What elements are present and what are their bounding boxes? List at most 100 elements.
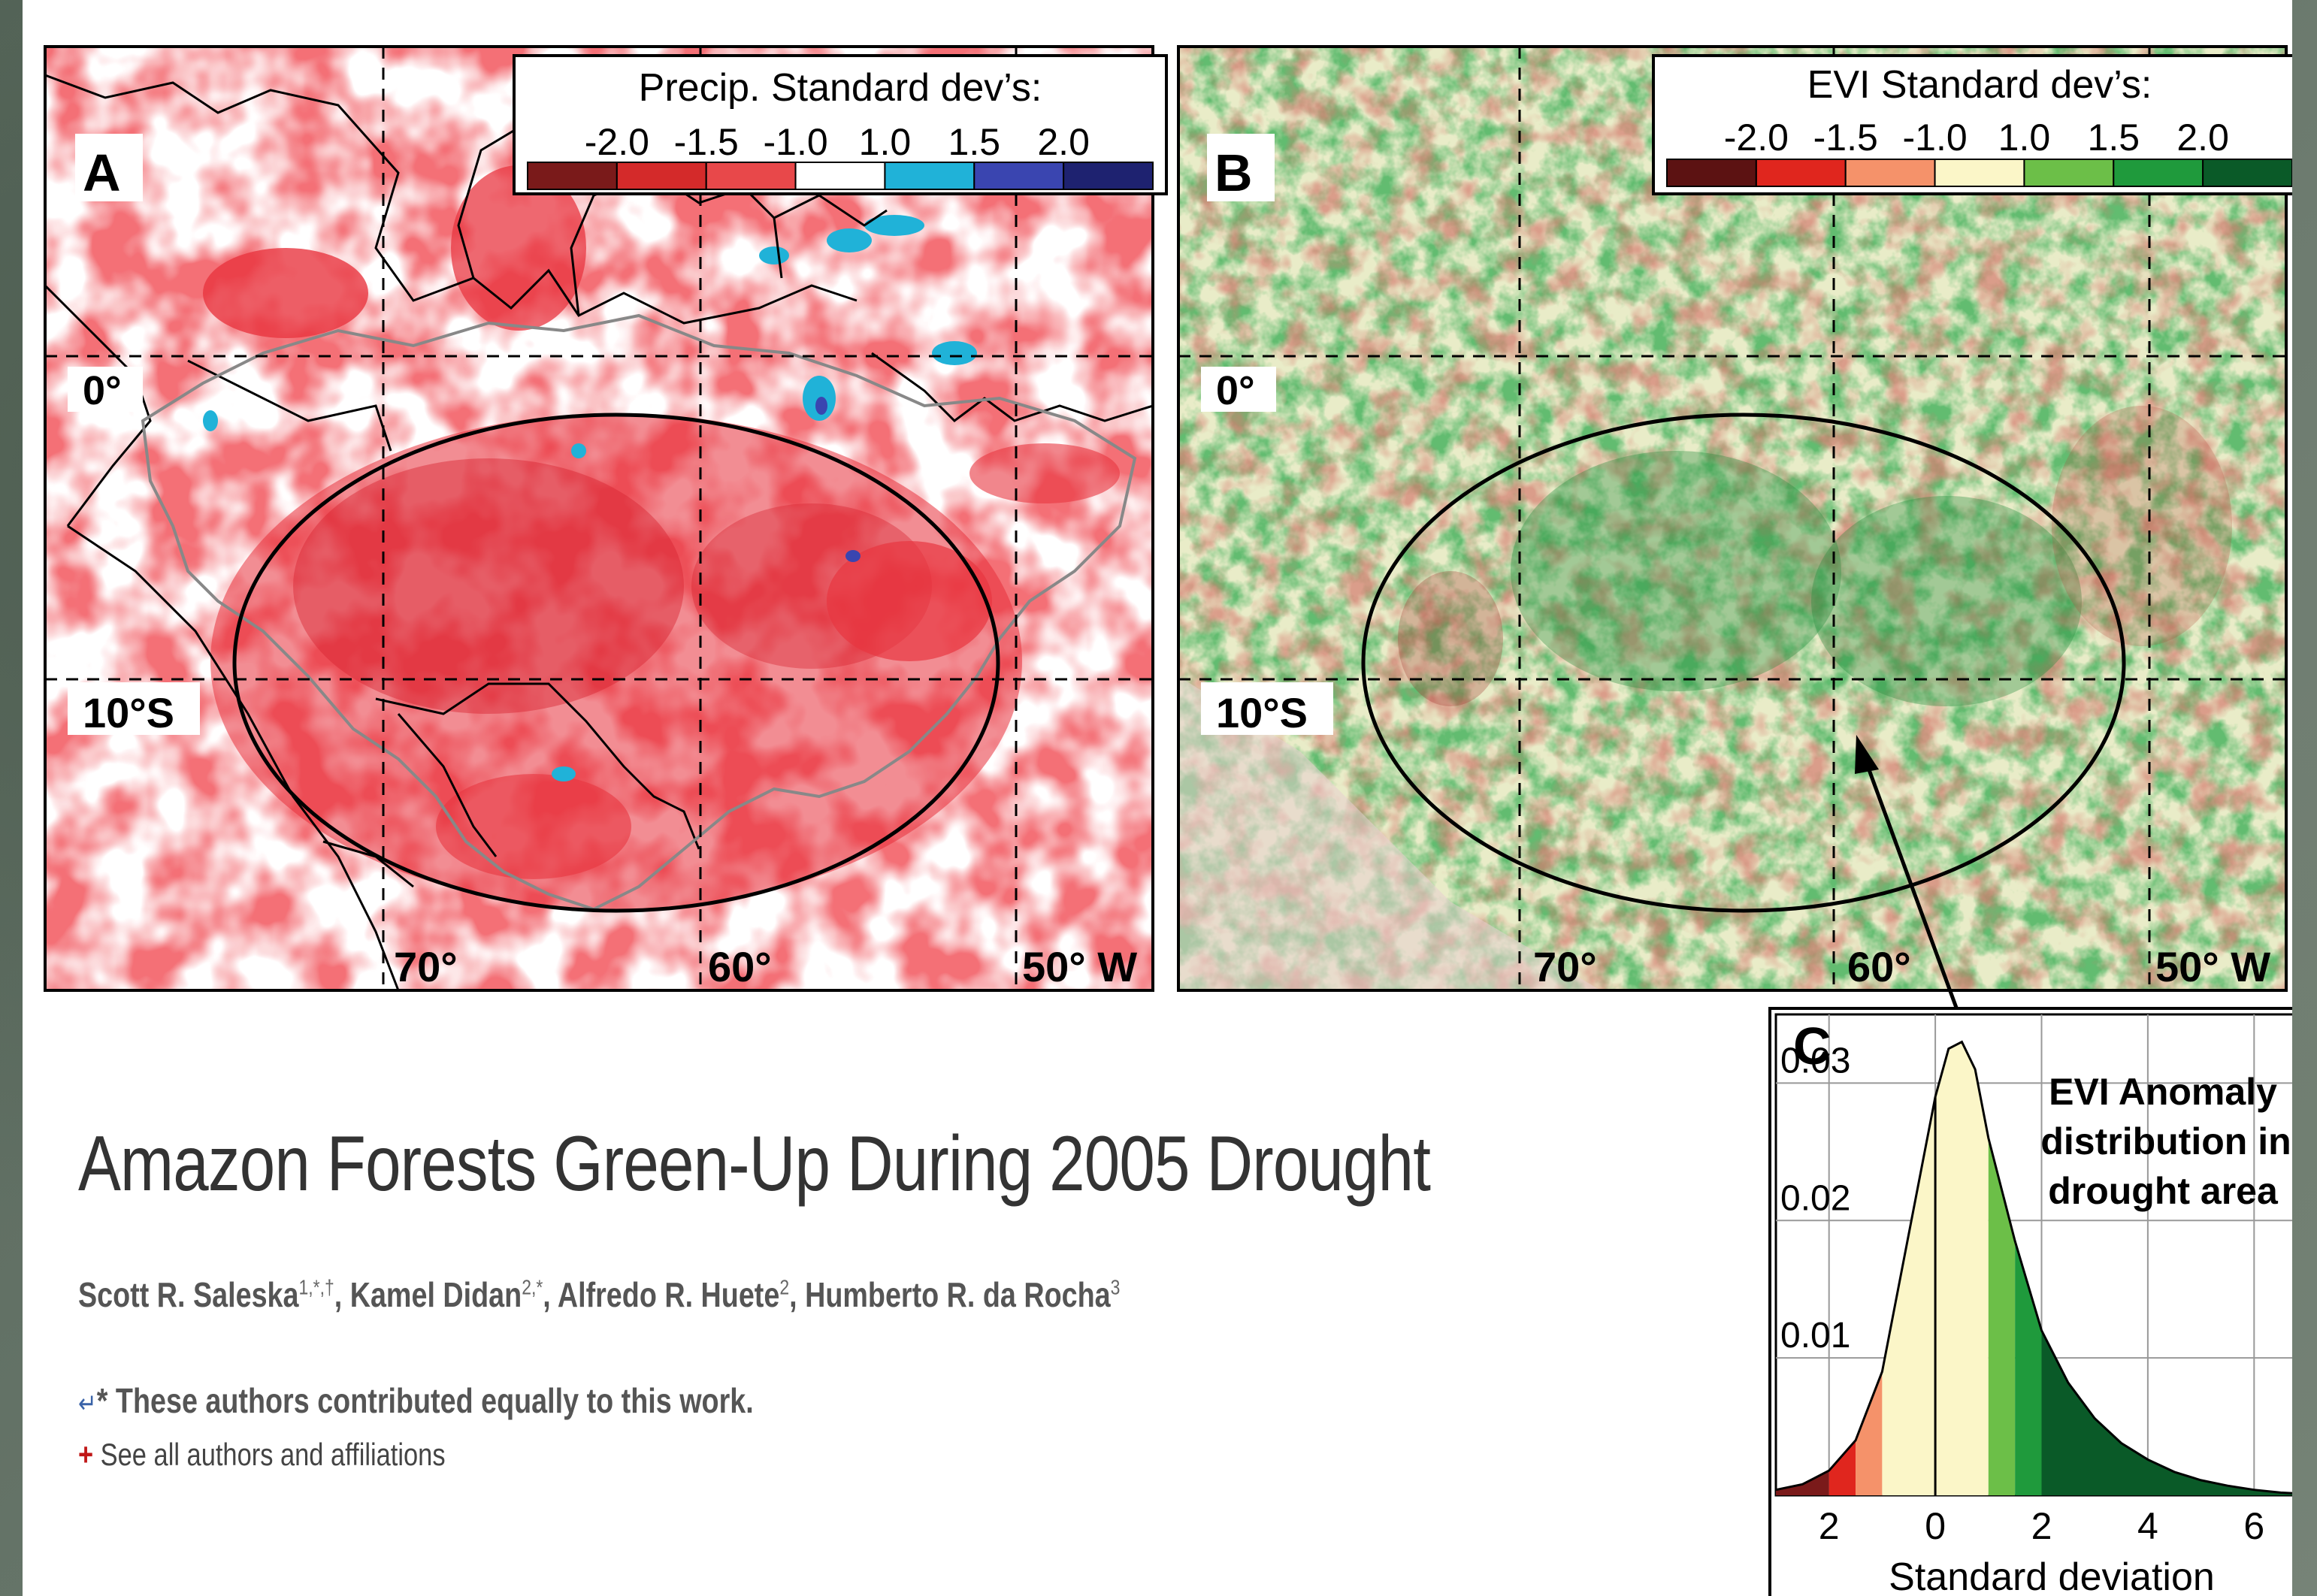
chart-area-band: [1828, 1440, 1856, 1495]
equal-contribution-text: * These authors contributed equally to t…: [96, 1381, 754, 1420]
article-title: Amazon Forests Green-Up During 2005 Drou…: [78, 1120, 1431, 1208]
author-name[interactable]: Humberto R. da Rocha: [805, 1275, 1111, 1314]
panel-b-legend-title: EVI Standard dev’s:: [1807, 63, 2152, 107]
panel-b-legend-swatch: [1666, 159, 1757, 187]
panel-b-legend-tick-label: 2.0: [2176, 116, 2229, 159]
panel-a-legend-tick-label: -1.5: [674, 121, 739, 163]
panel-a-graticule: [45, 47, 1153, 990]
panel-a-legend-swatch: [705, 162, 797, 190]
panel-a-lat-0: 0°: [83, 368, 122, 413]
author-affiliation: 2,*: [522, 1275, 543, 1299]
article-card: A 0° 10°S 70° 60° 50° W Precip. Standard…: [23, 0, 2292, 1596]
panel-a-letter: A: [83, 144, 121, 202]
panel-b-legend-swatches: [1666, 159, 2292, 187]
chart-area-band: [2015, 1241, 2042, 1495]
panel-a-precip-map: A 0° 10°S 70° 60° 50° W Precip. Standard…: [44, 45, 1168, 992]
chart-area-band: [2041, 1330, 2292, 1495]
pointer-arrowhead: [1855, 735, 1879, 774]
panel-a-legend: Precip. Standard dev’s: -2.0 -1.5 -1.0 1.0 1…: [513, 54, 1168, 195]
panel-b-graticule: [1178, 47, 2286, 990]
panel-b-legend-tick-label: 1.0: [1998, 116, 2051, 159]
panel-b-legend-swatch: [2202, 159, 2292, 187]
chart-area-band: [1856, 1371, 1883, 1495]
country-borders: [45, 74, 1153, 990]
panel-b-evi-map: B 0° 10°S 70° 60° 50° W EVI Standard dev…: [1177, 45, 2292, 1023]
chart-x-tick-label: 0: [1925, 1505, 1946, 1547]
chart-x-tick-label: 2: [2031, 1505, 2052, 1547]
drought-area-ellipse-b: [1361, 413, 2126, 913]
panel-a-legend-swatch: [616, 162, 707, 190]
chart-x-tick-label: 4: [2137, 1505, 2158, 1547]
panel-a-lon-50w: 50° W: [1022, 943, 1137, 990]
panel-b-legend-swatch: [1934, 159, 2025, 187]
chart-x-axis-label: Standard deviation: [1889, 1555, 2215, 1596]
panel-a-legend-tick-label: 1.0: [859, 121, 912, 163]
equal-contribution-note: ↵* These authors contributed equally to …: [78, 1380, 754, 1421]
panel-b-letter: B: [1214, 144, 1253, 202]
panel-a-legend-tick-label: 1.5: [948, 121, 1001, 163]
panel-b-legend-tick-label: -2.0: [1724, 116, 1789, 159]
panel-b-legend-swatch: [2113, 159, 2204, 187]
chart-x-ticks: 2 0 2 4 6: [1819, 1505, 2264, 1547]
panel-a-legend-swatch: [1063, 162, 1154, 190]
drought-area-ellipse: [232, 413, 1000, 913]
amazon-basin-outline: [141, 313, 1137, 911]
chart-x-tick-label: 6: [2243, 1505, 2264, 1547]
precip-anomaly-pattern: [45, 47, 1153, 990]
author-name[interactable]: Scott R. Saleska: [78, 1275, 299, 1314]
see-all-authors-link[interactable]: + See all authors and affiliations: [78, 1437, 446, 1473]
author-affiliation: 2: [779, 1275, 790, 1299]
annotation-line-1: EVI Anomaly: [2049, 1071, 2277, 1113]
author-separator: ,: [334, 1275, 350, 1314]
plus-icon: +: [78, 1437, 94, 1472]
panel-b-legend-tick-label: -1.0: [1902, 116, 1967, 159]
author-separator: ,: [789, 1275, 806, 1314]
panel-a-legend-swatch: [794, 162, 886, 190]
chart-y-tick-label: 0.03: [1780, 1041, 1850, 1081]
author-separator: ,: [543, 1275, 558, 1314]
pointer-arrow-line: [1860, 751, 1964, 1023]
panel-b-lat-0: 0°: [1216, 368, 1255, 413]
chart-x-tick-label: 2: [1819, 1505, 1840, 1547]
return-arrow-icon[interactable]: ↵: [78, 1388, 97, 1419]
panel-a-legend-title: Precip. Standard dev’s:: [639, 66, 1042, 110]
panel-a-legend-tick-label: 2.0: [1037, 121, 1090, 163]
panel-b-lon-50w: 50° W: [2155, 943, 2270, 990]
chart-area-band: [1988, 1138, 2016, 1495]
author-affiliation: 1,*,†: [298, 1275, 334, 1299]
panel-a-lat-10s: 10°S: [83, 689, 174, 736]
panel-a-legend-ticks: -2.0 -1.5 -1.0 1.0 1.5 2.0: [585, 121, 1090, 163]
panel-a-lon-60: 60°: [708, 943, 772, 990]
panel-b-legend-tick-label: -1.5: [1813, 116, 1878, 159]
author-list: Scott R. Saleska1,*,†, Kamel Didan2,*, A…: [78, 1274, 1120, 1315]
panel-b-legend: EVI Standard dev’s: -2.0 -1.5 -1.0 1.0 1.5 2.…: [1652, 54, 2292, 195]
panel-a-legend-tick-label: -2.0: [585, 121, 649, 163]
panel-b-legend-swatch: [2023, 159, 2115, 187]
panel-a-legend-swatch: [973, 162, 1065, 190]
chart-y-tick-label: 0.02: [1780, 1178, 1850, 1218]
figure-svg: A 0° 10°S 70° 60° 50° W Precip. Standard…: [44, 45, 2292, 1596]
panel-b-lat-10s: 10°S: [1216, 689, 1308, 736]
panel-a-lon-70: 70°: [394, 943, 458, 990]
panel-a-legend-swatch: [884, 162, 975, 190]
annotation-line-2: distribution in: [2040, 1120, 2291, 1162]
panel-b-lon-70: 70°: [1533, 943, 1597, 990]
author-affiliation: 3: [1110, 1275, 1121, 1299]
author-name[interactable]: Kamel Didan: [349, 1275, 522, 1314]
author-name[interactable]: Alfredo R. Huete: [557, 1275, 780, 1314]
panel-b-legend-ticks: -2.0 -1.5 -1.0 1.0 1.5 2.0: [1724, 116, 2229, 159]
panel-a-legend-swatches: [527, 162, 1154, 190]
chart-y-tick-label: 0.01: [1780, 1316, 1850, 1356]
see-all-authors-label[interactable]: See all authors and affiliations: [100, 1437, 446, 1472]
chart-density-curve: [1775, 1040, 2292, 1495]
panel-a-legend-tick-label: -1.0: [763, 121, 827, 163]
panel-b-legend-swatch: [1755, 159, 1847, 187]
annotation-line-3: drought area: [2048, 1170, 2279, 1212]
chart-y-ticks: 0.03 0.02 0.01: [1780, 1041, 1850, 1356]
panel-b-lon-60: 60°: [1847, 943, 1911, 990]
panel-c-letter: C: [1793, 1017, 1832, 1075]
panel-b-legend-swatch: [1844, 159, 1936, 187]
panel-b-legend-tick-label: 1.5: [2088, 116, 2140, 159]
evi-anomaly-pattern: [1178, 47, 2286, 990]
chart-area-band: [1776, 1471, 1829, 1495]
